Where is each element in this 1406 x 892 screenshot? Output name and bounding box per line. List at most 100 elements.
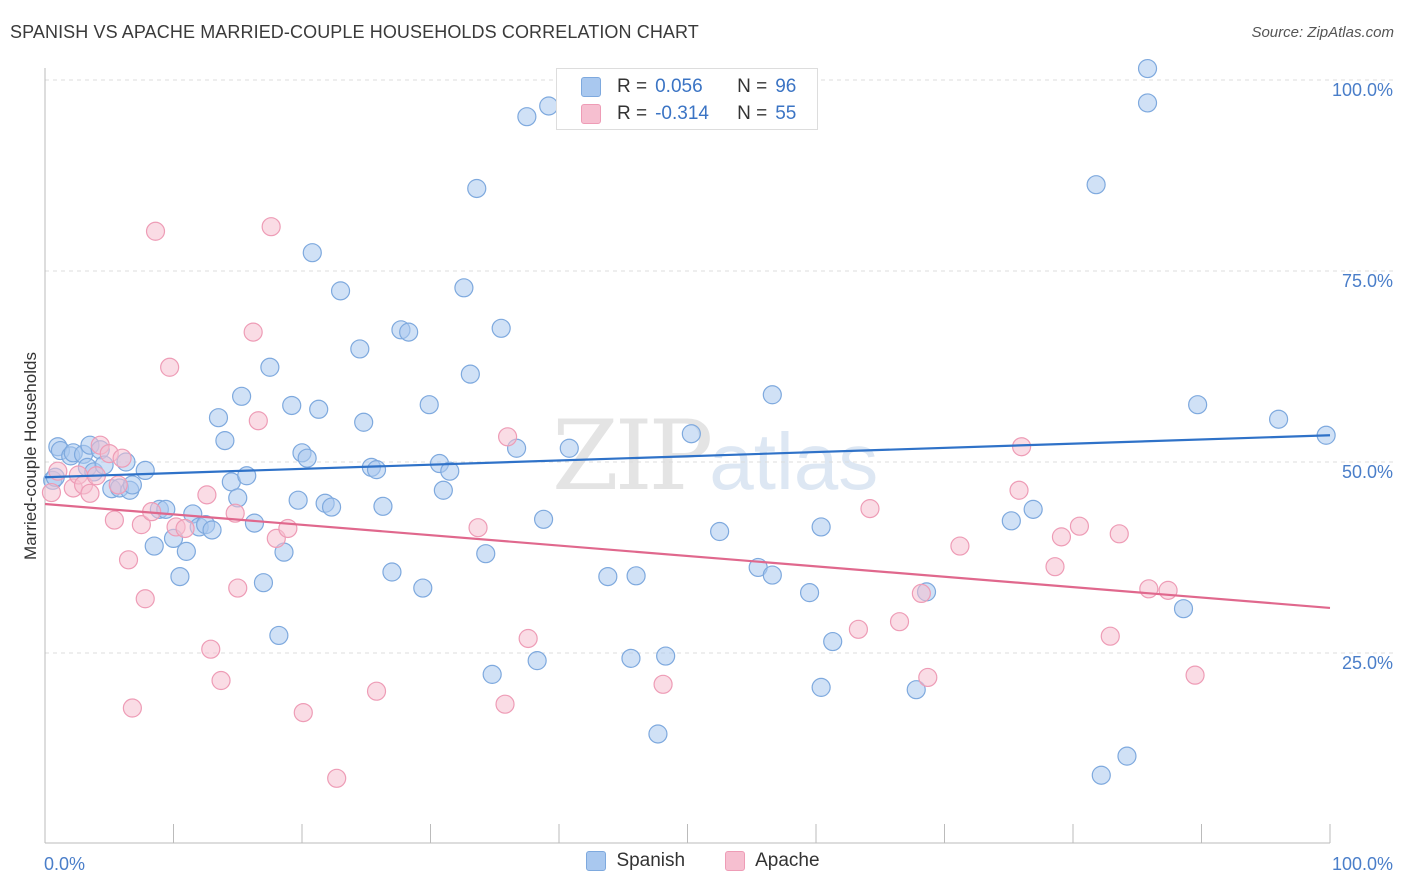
spanish-point [321,497,342,517]
apache-point [228,578,248,598]
spanish-point [244,513,265,533]
spanish-point [382,562,402,582]
apache-point [248,411,268,431]
spanish-point [176,541,196,561]
spanish-point [1001,511,1021,531]
spanish-point [460,364,480,384]
y-axis-label: Married-couple Households [21,352,40,560]
bottom-legend: Spanish Apache [0,850,1406,872]
spanish-point [309,399,329,419]
legend-label-spanish: Spanish [616,850,686,871]
apache-point [261,217,281,237]
spanish-point [454,278,474,298]
spanish-point [559,438,579,458]
apache-point [950,536,970,556]
spanish-point [144,536,164,556]
apache-point [175,518,195,539]
apache-point [495,694,515,714]
spanish-point [681,424,701,444]
source-label: Source: ZipAtlas.com [1251,24,1394,41]
spanish-point [1023,499,1043,519]
spanish-point [1086,175,1106,195]
spanish-point [598,566,618,587]
spanish-point [1268,409,1289,429]
spanish-point [440,461,460,481]
n-value: 96 [775,76,797,97]
spanish-point [1188,395,1208,415]
spanish-point [366,460,387,480]
stats-row-apache: R = -0.314 N = 55 [581,102,797,126]
apache-point [104,510,124,530]
spanish-point [467,178,487,199]
spanish-point [373,496,393,516]
spanish-point [621,648,641,668]
spanish-point [656,646,676,666]
spanish-point [811,677,831,697]
spanish-point [350,339,370,359]
spanish-point [491,318,511,338]
spanish-point [208,408,229,428]
spanish-point [799,583,820,603]
apache-point [122,698,142,718]
spanish-point [330,281,351,301]
apache-point [518,628,538,649]
n-label: N = [737,76,768,97]
apache-point [1109,524,1129,544]
apache-point [1139,579,1159,599]
spanish-point [253,573,274,593]
spanish-trend-line [44,434,1331,479]
spanish-point [202,520,222,540]
spanish-point [482,664,502,684]
apache-point [1051,527,1072,547]
legend-item-spanish[interactable]: Spanish [586,850,685,872]
spanish-point [433,480,453,500]
apache-point [366,681,387,701]
stats-legend: R = 0.056 N = 96 R = -0.314 N = 55 [556,68,818,130]
apache-point [225,503,245,523]
spanish-point [533,509,554,529]
spanish-point [648,724,668,744]
apache-point [848,619,869,639]
apache-point [327,768,347,788]
apache-point [918,667,938,688]
apache-point [1100,626,1120,646]
spanish-point [527,651,547,671]
x-tick-label: 0.0% [44,854,85,874]
spanish-point [232,386,252,406]
spanish-point [399,322,419,342]
n-label: N = [737,103,768,124]
apache-point [468,518,488,538]
apache-point [108,475,128,495]
x-tick-label: 100.0% [1332,854,1393,874]
apache-point [1045,557,1065,577]
apache-trend-line [44,502,1331,610]
spanish-point [1137,58,1158,79]
y-tick-label: 75.0% [1342,271,1393,291]
spanish-point [626,566,646,586]
apache-point [135,589,155,609]
spanish-point [282,395,302,416]
apache-point [131,515,151,535]
y-tick-label: 50.0% [1342,462,1393,482]
watermark: ZIPatlas [552,400,878,512]
apache-point [145,221,166,241]
apache-point [860,499,880,519]
spanish-point [476,544,496,564]
apache-point [1185,665,1205,685]
spanish-point [1137,93,1158,113]
legend-item-apache[interactable]: Apache [725,850,820,872]
spanish-point [906,680,926,700]
apache-swatch [581,104,601,124]
apache-point [80,483,100,503]
n-value: 55 [775,103,797,124]
apache-point [197,485,217,505]
apache-point [1011,437,1032,457]
watermark-atlas: atlas [709,417,879,506]
spanish-point [1173,599,1194,619]
y-tick-label: 100.0% [1332,80,1393,100]
spanish-point [413,578,433,598]
apache-point [1158,580,1178,600]
legend-swatch-apache [725,851,746,871]
legend-label-apache: Apache [755,850,820,871]
